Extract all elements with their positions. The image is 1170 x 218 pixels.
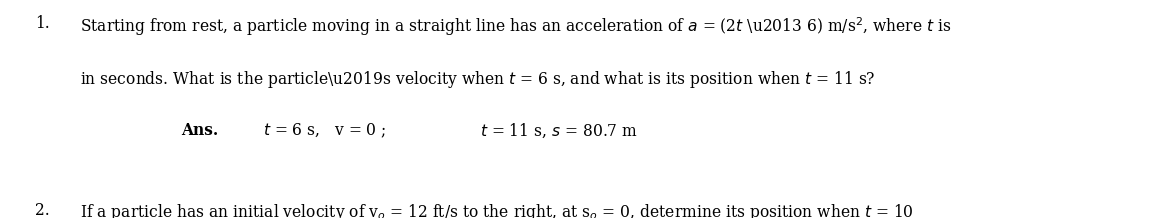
Text: Ans.: Ans. <box>181 122 219 139</box>
Text: $t$ = 11 s, $s$ = 80.7 m: $t$ = 11 s, $s$ = 80.7 m <box>480 122 638 140</box>
Text: Starting from rest, a particle moving in a straight line has an acceleration of : Starting from rest, a particle moving in… <box>80 15 951 38</box>
Text: 2.: 2. <box>35 202 50 218</box>
Text: $t$ = 6 s,   v = 0 ;: $t$ = 6 s, v = 0 ; <box>263 122 386 140</box>
Text: 1.: 1. <box>35 15 50 32</box>
Text: in seconds. What is the particle\u2019s velocity when $t$ = 6 s, and what is its: in seconds. What is the particle\u2019s … <box>80 69 875 90</box>
Text: If a particle has an initial velocity of v$_o$ = 12 ft/s to the right, at s$_o$ : If a particle has an initial velocity of… <box>80 202 914 218</box>
